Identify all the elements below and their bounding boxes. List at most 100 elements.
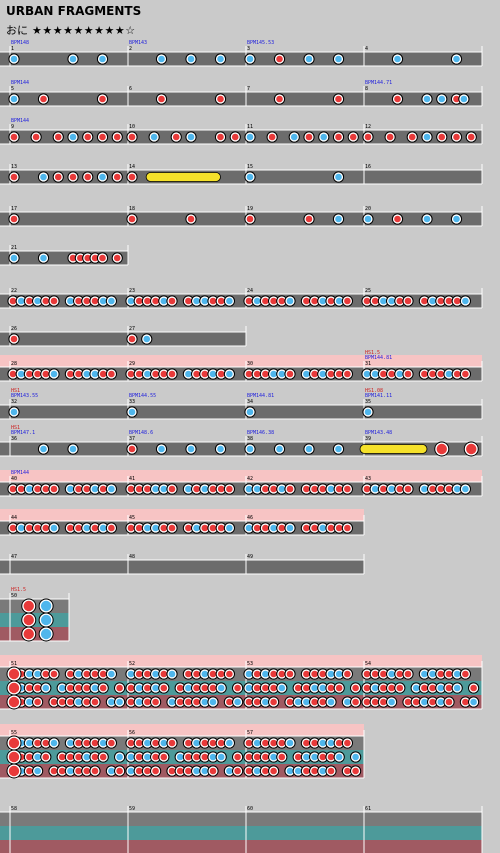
don-note-face <box>128 173 136 181</box>
ka-note-face <box>453 55 460 63</box>
don-note-face <box>371 670 379 678</box>
don-note <box>155 93 168 105</box>
don-note-face <box>135 370 143 378</box>
ka-note <box>23 668 35 680</box>
don-note <box>114 765 126 777</box>
ka-note-face <box>246 408 254 416</box>
ka-note <box>207 696 219 708</box>
don-note-face <box>445 698 453 706</box>
don-note <box>300 668 312 680</box>
ka-note <box>37 171 50 183</box>
ka-note <box>64 765 76 777</box>
don-note-face <box>75 370 82 378</box>
don-note <box>37 93 50 105</box>
don-note <box>402 368 414 380</box>
ka-note-face <box>17 524 25 532</box>
don-note-face <box>209 297 217 305</box>
ka-note-face <box>158 55 165 63</box>
ka-note-face <box>226 524 233 532</box>
ka-note-face <box>311 753 318 761</box>
don-note-face <box>404 370 412 378</box>
don-note-face <box>344 297 351 305</box>
don-note <box>273 53 286 65</box>
ka-note <box>273 443 286 455</box>
ka-note <box>38 626 54 642</box>
don-note <box>377 483 389 495</box>
don-note-face <box>168 767 176 775</box>
ka-note <box>244 53 256 65</box>
ka-note <box>435 696 447 708</box>
ka-note-face <box>127 753 135 761</box>
don-note-face <box>201 524 209 532</box>
bar-number: 33 <box>129 399 135 405</box>
don-note <box>259 295 271 307</box>
don-note <box>223 483 235 495</box>
ka-note-face <box>75 670 82 678</box>
ka-note-face <box>371 485 379 493</box>
bar-number: 54 <box>365 661 371 667</box>
ka-note-face <box>305 445 313 453</box>
don-note-face <box>185 297 192 305</box>
don-note-face <box>91 753 99 761</box>
don-note <box>317 696 329 708</box>
ka-note-face <box>99 55 106 63</box>
ka-note-face <box>108 698 115 706</box>
don-note-face <box>152 370 159 378</box>
don-note <box>459 368 471 380</box>
ka-note <box>268 522 280 534</box>
don-note <box>73 765 85 777</box>
ka-note <box>243 483 255 495</box>
don-note <box>89 522 101 534</box>
ka-note-face <box>421 670 428 678</box>
ka-note-face <box>303 753 310 761</box>
don-note <box>182 295 194 307</box>
ka-note-face <box>144 370 151 378</box>
don-note-face <box>91 670 99 678</box>
ka-note <box>15 522 27 534</box>
scroll-label: HS1 <box>11 388 20 394</box>
ka-note-face <box>217 753 225 761</box>
ka-note-face <box>127 767 135 775</box>
ka-note-face <box>234 698 241 706</box>
ka-note <box>8 93 20 105</box>
don-note-face <box>127 485 135 493</box>
don-note <box>427 696 439 708</box>
bar-number: 10 <box>129 124 135 130</box>
don-note <box>191 682 203 694</box>
ka-note-face <box>226 370 233 378</box>
ka-note-face <box>388 698 395 706</box>
don-note-face <box>26 767 33 775</box>
ka-note-face <box>34 297 41 305</box>
don-note-face <box>144 684 151 692</box>
don-note <box>436 131 448 143</box>
ka-note-face <box>319 767 327 775</box>
ka-note-face <box>201 297 209 305</box>
don-note <box>158 668 170 680</box>
don-note-face <box>335 370 343 378</box>
don-note <box>309 765 321 777</box>
ka-note <box>38 598 54 614</box>
don-note-face <box>128 133 136 141</box>
bpm-label: BPM144.81 <box>247 393 274 399</box>
don-note <box>21 598 37 614</box>
ka-note <box>243 682 255 694</box>
don-note <box>361 483 373 495</box>
bar-number: 43 <box>365 476 371 482</box>
ka-note-face <box>26 698 33 706</box>
bar-number: 60 <box>247 806 253 812</box>
ka-note <box>325 737 337 749</box>
don-note <box>377 368 389 380</box>
don-note-face <box>437 297 445 305</box>
ka-note <box>67 131 79 143</box>
ka-note <box>125 751 137 763</box>
don-note-face <box>344 767 351 775</box>
don-note <box>133 368 145 380</box>
don-note <box>191 483 203 495</box>
bpm-label: BPM146.38 <box>247 430 274 436</box>
ka-note <box>303 53 315 65</box>
ka-note-face <box>453 485 461 493</box>
don-note <box>259 751 271 763</box>
bar-number: 59 <box>129 806 135 812</box>
don-big-note-face <box>8 682 20 694</box>
ka-note-face <box>127 297 135 305</box>
